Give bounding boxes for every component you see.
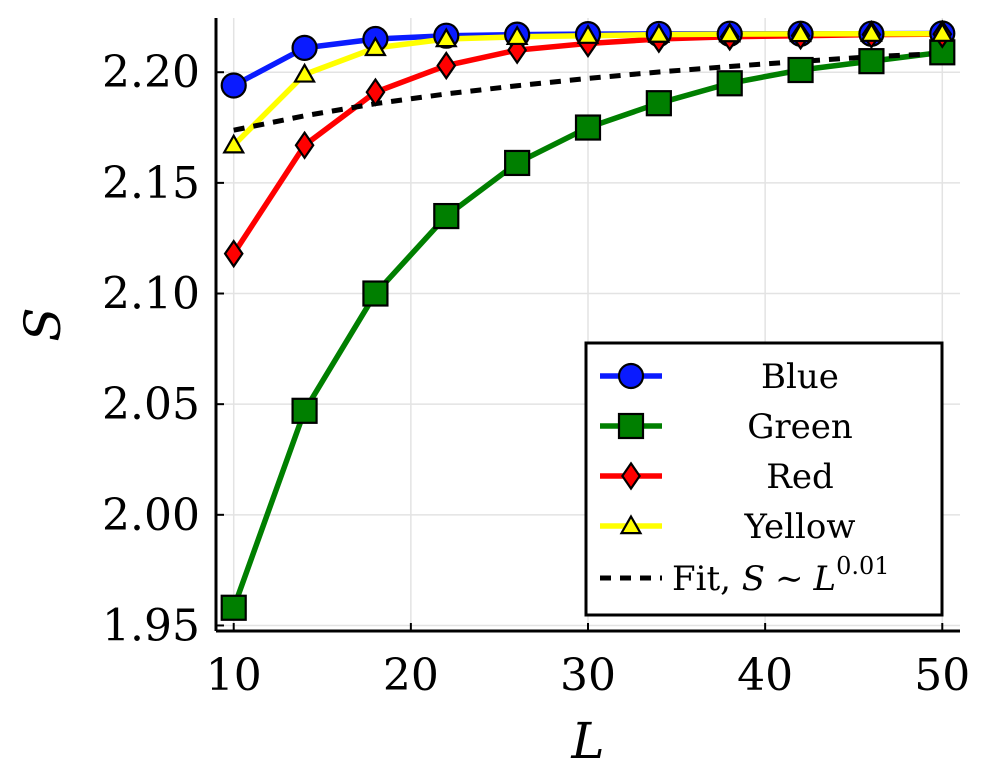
legend-fit-var: S	[742, 559, 765, 599]
data-point-green	[645, 90, 672, 117]
data-point-yellow	[647, 22, 671, 43]
y-tick-label: 2.15	[102, 158, 200, 209]
data-point-green	[291, 397, 318, 424]
x-axis-label: L	[570, 712, 604, 770]
data-point-yellow	[576, 23, 600, 44]
legend-fit-sim: ∼	[775, 559, 804, 599]
legend-marker-blue	[617, 362, 645, 390]
data-point-red	[294, 130, 315, 160]
data-point-blue	[220, 72, 247, 99]
legend-label-green: Green	[747, 407, 853, 447]
y-tick-label: 2.05	[102, 379, 200, 430]
legend-marker-green	[617, 412, 645, 440]
data-point-yellow	[434, 27, 458, 48]
x-tick-label: 40	[737, 650, 793, 701]
data-point-green	[787, 56, 814, 84]
data-point-red	[436, 51, 457, 81]
data-point-yellow	[293, 62, 316, 83]
data-point-yellow	[364, 36, 387, 57]
legend-label-fit: Fit, S ∼ L0.01	[672, 552, 890, 599]
y-axis-label: S	[14, 307, 72, 341]
data-point-green	[574, 114, 602, 141]
y-tick-label: 2.10	[102, 269, 200, 320]
x-tick-label: 50	[914, 650, 970, 701]
legend-fit-prefix: Fit,	[672, 559, 742, 599]
data-point-green	[504, 149, 531, 177]
series-layer	[220, 19, 956, 621]
legend-fit-exponent: 0.01	[836, 552, 889, 580]
fit-line	[233, 50, 943, 133]
data-point-blue	[291, 34, 318, 61]
legend-marker-yellow	[619, 514, 643, 535]
data-point-yellow	[718, 22, 742, 43]
y-tick-label: 2.20	[102, 47, 200, 98]
x-tick-label: 30	[560, 650, 616, 701]
data-point-yellow	[860, 21, 883, 42]
legend-box	[584, 341, 944, 617]
data-point-yellow	[505, 25, 529, 46]
data-point-red	[223, 239, 244, 269]
data-point-yellow	[930, 21, 954, 42]
axes-layer: 10 20 30 40 50 1.95 2.00 2.05 2.10 2.15 2.20 L S	[14, 18, 970, 770]
data-point-green	[433, 202, 460, 230]
legend-marker-red	[621, 461, 641, 491]
y-tick-label: 2.00	[102, 490, 200, 541]
data-point-green	[716, 70, 743, 97]
data-point-green	[362, 280, 389, 307]
y-tick-label: 1.95	[102, 600, 200, 651]
data-point-green	[220, 594, 247, 621]
x-tick-label: 10	[206, 650, 262, 701]
legend-fit-base: L	[813, 559, 837, 599]
data-point-yellow	[222, 133, 246, 154]
legend-label-yellow: Yellow	[744, 507, 856, 547]
data-point-yellow	[789, 22, 812, 43]
data-point-red	[365, 77, 386, 107]
data-point-green	[858, 48, 885, 75]
legend-label-red: Red	[766, 457, 834, 497]
x-tick-label: 20	[383, 650, 439, 701]
legend-label-blue: Blue	[761, 357, 839, 397]
